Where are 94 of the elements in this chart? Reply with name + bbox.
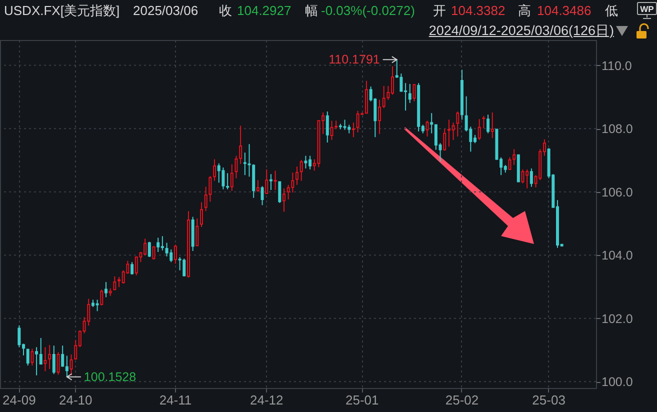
candlestick: [291, 172, 294, 193]
candlestick: [286, 184, 290, 200]
candlestick: [174, 244, 177, 264]
candlestick: [352, 122, 355, 138]
y-tick-label: 104.0: [602, 248, 633, 263]
candlestick: [152, 246, 156, 260]
y-tick-label: 102.0: [602, 312, 633, 326]
candlestick: [100, 289, 104, 306]
candlestick: [26, 348, 30, 366]
candlestick: [18, 324, 21, 348]
candlestick: [274, 170, 277, 190]
candlestick: [526, 168, 529, 189]
chart-title: USDX.FX[美元指数]: [4, 3, 120, 19]
candlestick: [222, 166, 225, 190]
candlestick: [326, 111, 329, 143]
candlestick: [412, 83, 416, 102]
candlestick: [130, 262, 134, 275]
x-tick-label: 24-12: [250, 392, 284, 408]
y-tick-label: 106.0: [602, 185, 633, 200]
text: -0.03%(-0.0272): [321, 3, 415, 19]
candlestick: [256, 180, 260, 192]
candlestick: [530, 168, 533, 188]
candlestick: [343, 119, 346, 130]
candlestick: [478, 118, 481, 140]
candlestick: [296, 166, 299, 186]
x-tick-label: 25-03: [532, 392, 566, 408]
candlestick: [456, 111, 460, 137]
candlestick: [39, 338, 42, 366]
candlestick: [486, 114, 490, 134]
text: 幅: [305, 3, 318, 19]
text: 2025/03/06: [133, 3, 198, 19]
text: 104.3382: [451, 3, 506, 19]
candlestick: [96, 299, 99, 312]
candlestick: [426, 120, 429, 137]
candlestick: [248, 144, 251, 178]
candlestick: [156, 237, 160, 252]
text: 高: [518, 3, 531, 19]
candlestick: [165, 242, 168, 257]
chart-subtitle: 2024/09/12-2025/03/06(126日): [428, 23, 614, 39]
annotation: 100.1528: [84, 370, 136, 384]
candlestick: [217, 162, 220, 184]
candlestick: [430, 112, 434, 134]
y-tick-label: 108.0: [602, 122, 633, 136]
candlestick: [52, 345, 56, 375]
text: 低: [605, 3, 618, 19]
candlestick: [364, 80, 368, 114]
candlestick: [282, 188, 286, 212]
candlestick: [356, 110, 360, 133]
candlestick: [61, 345, 64, 368]
candlestick: [104, 282, 108, 298]
candlestick: [508, 156, 512, 171]
candlestick: [70, 354, 73, 376]
candlestick: [300, 159, 303, 182]
candlestick: [56, 352, 60, 376]
candlestick: [278, 181, 282, 204]
candlestick: [490, 112, 494, 139]
candlestick: [170, 248, 173, 263]
text: 104.2927: [237, 3, 292, 19]
candlestick: [482, 115, 486, 129]
x-tick-label: 25-02: [445, 392, 479, 408]
x-tick-label: 24-11: [159, 392, 192, 408]
candlestick: [443, 128, 446, 152]
candlestick: [35, 346, 38, 376]
candlestick: [213, 158, 216, 182]
y-tick-label: 100.0: [602, 375, 633, 390]
x-tick-label: 25-01: [346, 392, 379, 408]
annotation: 110.1791: [328, 52, 380, 67]
candlestick: [196, 218, 199, 247]
candlestick: [182, 258, 186, 277]
candlestick: [260, 186, 264, 206]
candlestick: [113, 276, 116, 291]
candlestick: [269, 174, 272, 190]
candlestick: [304, 155, 308, 169]
candlestick: [400, 73, 403, 92]
candlestick: [30, 348, 34, 366]
candlestick: [134, 256, 138, 276]
y-tick-label: 110.0: [602, 58, 632, 73]
candlestick: [265, 168, 268, 195]
candlestick: [521, 168, 524, 184]
candlestick: [452, 122, 455, 140]
x-tick-label: 24-09: [2, 392, 36, 408]
candlestick: [160, 236, 164, 251]
candlestick: [408, 83, 412, 104]
candlestick: [200, 202, 204, 228]
candlestick: [330, 120, 334, 140]
candlestick: [148, 241, 151, 258]
text: 104.3486: [537, 3, 592, 19]
text: 开: [433, 3, 446, 19]
candlestick: [44, 346, 47, 372]
text: 收: [219, 3, 232, 19]
x-tick-label: 24-10: [58, 392, 92, 408]
candlestick: [65, 355, 68, 378]
candlestick: [230, 164, 234, 192]
candlestick: [48, 344, 52, 370]
